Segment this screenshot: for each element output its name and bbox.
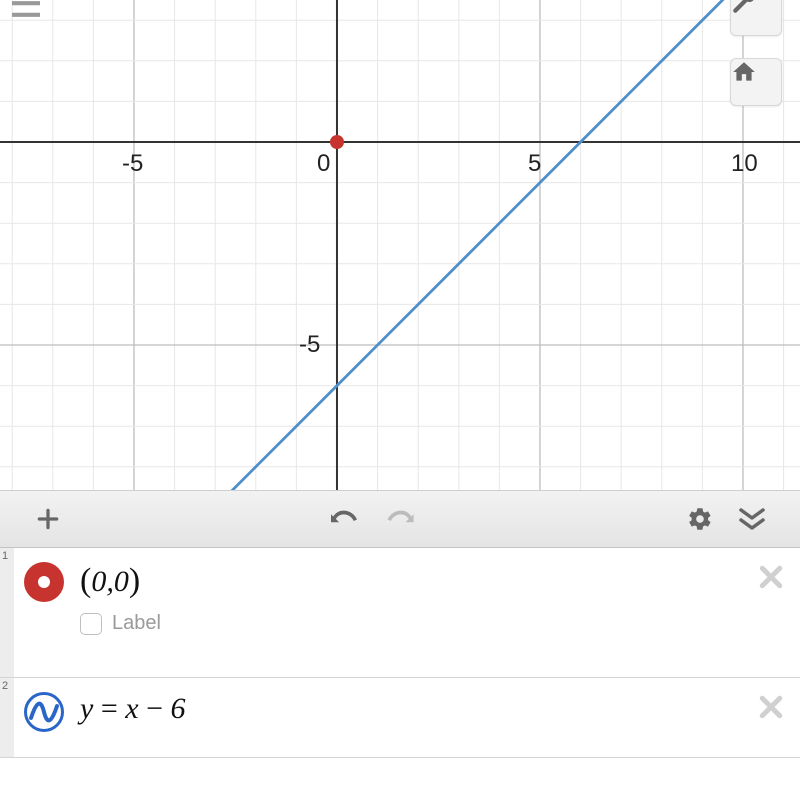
home-icon (731, 59, 757, 85)
add-expression-button[interactable] (28, 499, 68, 539)
expression-formula[interactable]: y = x − 6 (80, 692, 790, 726)
redo-icon (383, 507, 417, 531)
wrench-button[interactable] (730, 0, 782, 36)
redo-button[interactable] (380, 499, 420, 539)
expression-row[interactable]: 2 y = x − 6 (0, 678, 800, 758)
wrench-icon (731, 0, 757, 15)
close-icon (756, 692, 786, 722)
axis-tick-label: -5 (299, 331, 320, 359)
axis-tick-label: 10 (731, 150, 758, 178)
expression-toolbar (0, 490, 800, 548)
gear-icon (687, 506, 713, 532)
label-text: Label (112, 612, 161, 635)
chevron-double-down-icon (737, 506, 767, 532)
label-checkbox[interactable] (80, 613, 102, 635)
expression-formula[interactable]: (0,0) (80, 562, 790, 600)
delete-expression-button[interactable] (756, 562, 786, 597)
graph-canvas[interactable]: -5 0 5 10 -5 (0, 0, 800, 490)
home-button[interactable] (730, 58, 782, 106)
axis-tick-label: -5 (122, 150, 143, 178)
point-style-icon[interactable] (24, 562, 64, 602)
delete-expression-button[interactable] (756, 692, 786, 727)
collapse-button[interactable] (732, 499, 772, 539)
plus-icon (35, 506, 61, 532)
undo-button[interactable] (328, 499, 368, 539)
close-icon (756, 562, 786, 592)
graph-settings-button[interactable] (680, 499, 720, 539)
axis-tick-label: 5 (528, 150, 541, 178)
function-style-icon[interactable] (24, 692, 64, 732)
expression-index: 1 (0, 548, 14, 677)
undo-icon (331, 507, 365, 531)
axis-tick-label: 0 (317, 150, 330, 178)
expression-index: 2 (0, 678, 14, 757)
expression-row[interactable]: 1 (0,0) Label (0, 548, 800, 678)
expression-list: 1 (0,0) Label 2 y = x − 6 (0, 548, 800, 758)
